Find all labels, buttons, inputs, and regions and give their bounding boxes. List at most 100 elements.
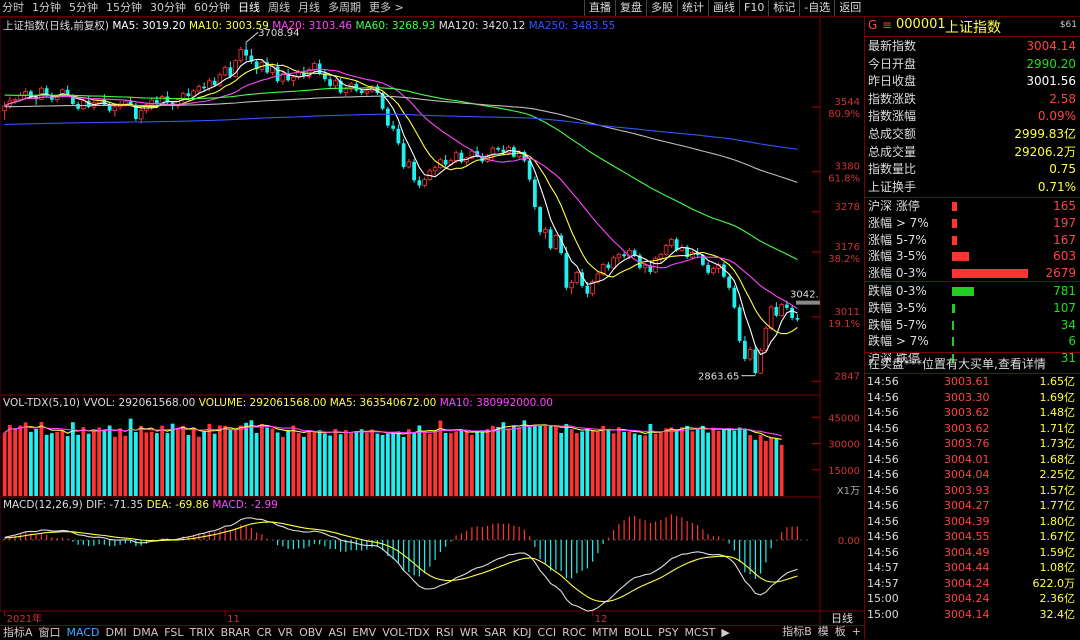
tick-row[interactable]: 14:56 3004.39 1.80亿 xyxy=(867,514,1077,530)
indicator-tab-7[interactable]: BRAR xyxy=(220,626,251,639)
indicator-tab-3[interactable]: DMI xyxy=(105,626,127,639)
indicator-tab-11[interactable]: ASI xyxy=(328,626,347,639)
distribution-row[interactable]: 跌幅 0-3% 781 xyxy=(868,283,1078,299)
tick-row[interactable]: 14:56 3003.93 1.57亿 xyxy=(867,483,1077,499)
indicator-tab-21[interactable]: BOLL xyxy=(623,626,653,639)
indicator-tab-10[interactable]: OBV xyxy=(299,626,323,639)
indicator-tab-6[interactable]: TRIX xyxy=(189,626,215,639)
distribution-bar xyxy=(952,287,975,296)
indicator-tab-0[interactable]: 指标A xyxy=(3,626,33,639)
bottom-tool-0[interactable]: 指标B xyxy=(782,625,812,638)
indicator-tab-4[interactable]: DMA xyxy=(132,626,159,639)
indicator-tab-22[interactable]: PSY xyxy=(658,626,679,639)
indicator-tab-20[interactable]: MTM xyxy=(592,626,618,639)
indicator-tab-2[interactable]: MACD xyxy=(66,626,100,639)
tick-row[interactable]: 14:56 3003.61 1.65亿 xyxy=(867,374,1077,390)
candle-body xyxy=(480,155,485,162)
indicator-tab-16[interactable]: SAR xyxy=(484,626,507,639)
toolbar-button-2[interactable]: 多股 xyxy=(646,0,677,16)
volume-bar xyxy=(275,432,280,496)
distribution-row[interactable]: 跌幅 5-7% 34 xyxy=(868,317,1078,333)
ma120-line xyxy=(4,95,798,183)
period-tab-7[interactable]: 周线 xyxy=(268,1,290,14)
period-tab-4[interactable]: 30分钟 xyxy=(150,1,186,14)
volume-bar xyxy=(401,436,406,496)
ma10-line xyxy=(4,63,798,335)
tick-row[interactable]: 14:56 3004.04 2.25亿 xyxy=(867,467,1077,483)
indicator-tab-9[interactable]: VR xyxy=(277,626,294,639)
menu-icon[interactable]: ≡ xyxy=(882,18,893,32)
distribution-row[interactable]: 沪深 涨停 165 xyxy=(868,198,1078,214)
distribution-row[interactable]: 跌幅 3-5% 107 xyxy=(868,300,1078,316)
toolbar-button-5[interactable]: F10 xyxy=(739,0,768,16)
distribution-value: 107 xyxy=(1053,300,1076,315)
tick-row[interactable]: 14:56 3003.76 1.73亿 xyxy=(867,436,1077,452)
candle-body xyxy=(81,100,86,110)
bottom-tool-2[interactable]: 板 xyxy=(834,625,846,638)
toolbar-button-7[interactable]: -自选 xyxy=(799,0,834,16)
tick-row[interactable]: 14:56 3003.30 1.69亿 xyxy=(867,390,1077,406)
macd-axis-label: 0.00 xyxy=(838,536,860,547)
indicator-tab-18[interactable]: CCI xyxy=(537,626,557,639)
tick-row[interactable]: 15:00 3004.14 32.4亿 xyxy=(867,607,1077,623)
indicator-tab-1[interactable]: 窗口 xyxy=(38,626,61,639)
indicator-tab-14[interactable]: RSI xyxy=(435,626,454,639)
indicator-tab-19[interactable]: ROC xyxy=(562,626,587,639)
ma250-line xyxy=(4,113,798,150)
indicator-tab-15[interactable]: WR xyxy=(459,626,479,639)
period-tab-10[interactable]: 更多 > xyxy=(369,1,404,14)
indicator-tab-24[interactable]: ▶ xyxy=(721,626,730,639)
tick-row[interactable]: 14:57 3004.24 622.0万 xyxy=(867,576,1077,592)
indicator-tab-13[interactable]: VOL-TDX xyxy=(382,626,430,639)
toolbar-button-8[interactable]: 返回 xyxy=(834,0,865,16)
big-order-notice[interactable]: 在买盘***位置有大买单,查看详情 xyxy=(868,357,1046,371)
chart-area[interactable]: 上证指数(日线,前复权) MA5: 3019.20 MA10: 3003.59 … xyxy=(0,0,864,625)
period-tab-3[interactable]: 15分钟 xyxy=(106,1,142,14)
toolbar-button-1[interactable]: 复盘 xyxy=(615,0,646,16)
tick-row[interactable]: 14:57 3004.44 1.08亿 xyxy=(867,560,1077,576)
period-tab-5[interactable]: 60分钟 xyxy=(194,1,230,14)
distribution-label: 沪深 涨停 xyxy=(868,199,920,213)
tick-row[interactable]: 14:56 3004.01 1.68亿 xyxy=(867,452,1077,468)
period-tab-6[interactable]: 日线 xyxy=(238,1,260,14)
tick-row[interactable]: 14:56 3003.62 1.71亿 xyxy=(867,421,1077,437)
tick-price: 3004.27 xyxy=(944,499,990,512)
tick-row[interactable]: 15:00 3004.24 2.36亿 xyxy=(867,591,1077,607)
volume-bar xyxy=(380,434,385,496)
distribution-row[interactable]: 跌幅 > 7% 6 xyxy=(868,333,1078,349)
candle-body xyxy=(417,180,422,186)
volume-bar xyxy=(149,431,154,496)
tick-row[interactable]: 14:56 3004.27 1.77亿 xyxy=(867,498,1077,514)
period-label: 日线 xyxy=(831,611,853,625)
tick-row[interactable]: 14:56 3003.62 1.48亿 xyxy=(867,405,1077,421)
candle-body xyxy=(149,99,154,106)
pane-header: 上证指数(日线,前复权) MA5: 3019.20 MA10: 3003.59 … xyxy=(3,19,615,32)
notice-bar[interactable]: 在买盘***位置有大买单,查看详情 xyxy=(865,352,1080,374)
candle-body xyxy=(632,250,637,256)
indicator-tab-17[interactable]: KDJ xyxy=(512,626,532,639)
distribution-row[interactable]: 涨幅 3-5% 603 xyxy=(868,248,1078,264)
period-tab-1[interactable]: 1分钟 xyxy=(32,1,61,14)
bottom-tool-1[interactable]: 模 xyxy=(817,625,829,638)
tick-row[interactable]: 14:56 3004.55 1.67亿 xyxy=(867,529,1077,545)
toolbar-button-3[interactable]: 统计 xyxy=(677,0,708,16)
period-tab-2[interactable]: 5分钟 xyxy=(69,1,98,14)
bottom-tool-3[interactable]: + xyxy=(851,625,861,638)
toolbar-button-0[interactable]: 直播 xyxy=(584,0,615,16)
distribution-row[interactable]: 涨幅 5-7% 167 xyxy=(868,232,1078,248)
indicator-tab-12[interactable]: EMV xyxy=(352,626,377,639)
candle-body xyxy=(642,264,648,269)
candle-body xyxy=(28,91,33,97)
indicator-tab-23[interactable]: MCST xyxy=(684,626,716,639)
toolbar-button-4[interactable]: 画线 xyxy=(708,0,739,16)
period-tab-9[interactable]: 多周期 xyxy=(328,1,361,14)
toolbar-button-6[interactable]: 标记 xyxy=(768,0,799,16)
indicator-tab-5[interactable]: FSL xyxy=(164,626,184,639)
period-tab-0[interactable]: 分时 xyxy=(2,1,24,14)
distribution-row[interactable]: 沪深 跌停 31 xyxy=(868,350,1078,366)
tick-row[interactable]: 14:56 3004.49 1.59亿 xyxy=(867,545,1077,561)
indicator-tab-8[interactable]: CR xyxy=(256,626,272,639)
distribution-row[interactable]: 涨幅 > 7% 197 xyxy=(868,215,1078,231)
distribution-row[interactable]: 涨幅 0-3% 2679 xyxy=(868,265,1078,281)
period-tab-8[interactable]: 月线 xyxy=(298,1,320,14)
